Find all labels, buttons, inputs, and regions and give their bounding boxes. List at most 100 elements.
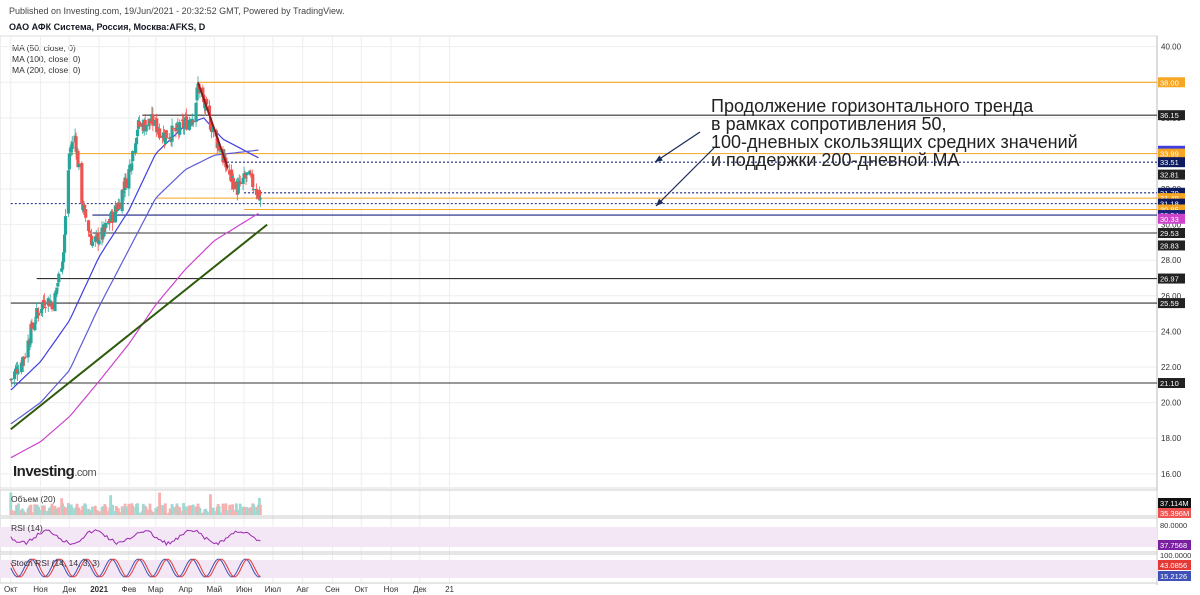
x-tick-label: 21 [445, 585, 454, 594]
candle-body [77, 163, 81, 168]
volume-bar [162, 507, 165, 515]
stoch-k-tag: 15.2126 [1160, 572, 1187, 581]
volume-bar [209, 494, 212, 515]
stoch-d-line [10, 558, 261, 578]
candle-body [187, 119, 191, 130]
volume-bar [91, 506, 94, 515]
annotation-arrow-support-head [656, 198, 664, 206]
price-tag-bg [1158, 110, 1185, 121]
candle-body [21, 357, 25, 366]
candle-body [83, 204, 87, 208]
resistance-trendline [197, 81, 229, 169]
volume-bar [97, 511, 101, 515]
candle-body [149, 121, 153, 123]
price-tag-bg [1158, 240, 1185, 251]
volume-pane [0, 489, 1158, 517]
volume-bar [210, 508, 213, 515]
candle-body [130, 163, 134, 171]
y-tick-label: 28.00 [1161, 256, 1182, 265]
rsi-line [10, 529, 261, 546]
ma200-legend: MA (200, close, 0) [12, 65, 81, 75]
price-tag-label: 25.59 [1160, 299, 1179, 308]
price-tag-label: 21.10 [1160, 379, 1179, 388]
candle-body [16, 372, 21, 374]
candle-body [244, 177, 248, 179]
candle-body [122, 191, 126, 193]
volume-bar [29, 504, 33, 515]
candle-body [97, 240, 101, 245]
candle-body [143, 120, 147, 131]
price-tag-bg [1158, 193, 1185, 204]
candle-body [170, 125, 174, 142]
stoch-k-line [10, 558, 261, 578]
y-tick-label: 22.00 [1161, 363, 1182, 372]
candle-body [137, 121, 142, 127]
volume-bar [189, 505, 193, 515]
price-tag-label: 32.81 [1160, 171, 1179, 180]
price-tag-label: 38.00 [1160, 78, 1179, 87]
candle-body [218, 151, 222, 153]
price-tag-bg [1158, 298, 1185, 309]
volume-bar [171, 506, 175, 515]
candle-body [35, 308, 39, 319]
candle-body [87, 230, 92, 233]
y-tick-label: 16.00 [1161, 470, 1182, 479]
price-tag-bg [1158, 157, 1185, 168]
annotation-arrow-support [655, 147, 715, 207]
price-tag-bg [1158, 169, 1185, 180]
candle-body [60, 268, 64, 272]
volume-bar [138, 512, 141, 515]
x-tick-label: Дек [63, 585, 77, 594]
volume-bar [224, 503, 228, 515]
y-tick-label: 20.00 [1161, 399, 1182, 408]
volume-bar [43, 510, 47, 515]
volume-bar [23, 512, 27, 515]
volume-bar [252, 504, 256, 515]
volume-bar [218, 512, 222, 515]
candle-body [67, 153, 71, 170]
candle-body [74, 136, 78, 152]
candle-body [134, 137, 139, 145]
published-caption: Published on Investing.com, 19/Jun/2021 … [9, 6, 345, 16]
candle-body [114, 207, 118, 210]
volume-bar [245, 507, 249, 515]
price-tag-label: 29.53 [1160, 229, 1179, 238]
volume-tag-2: 35.396M [1160, 509, 1189, 518]
candle-body [13, 371, 17, 380]
candle-body [62, 234, 67, 253]
candle-body [188, 120, 192, 122]
candle-body [241, 177, 245, 184]
price-tag-label: 26.97 [1160, 275, 1179, 284]
stoch-rsi-pane-label: Stoch RSI (14, 14, 3, 3) [11, 558, 100, 568]
x-tick-label: Ноя [384, 585, 399, 594]
candle-body [171, 128, 175, 130]
volume-bar [144, 507, 148, 515]
candle-body [66, 170, 70, 214]
annotation-line-4: и поддержки 200-дневной МА [711, 150, 960, 170]
candle-body [63, 216, 68, 235]
price-tag-label: 36.15 [1160, 111, 1179, 120]
logo-suffix: .com [74, 467, 97, 479]
rsi-band [0, 527, 1157, 547]
rsi-level-tag-bg [1158, 520, 1191, 530]
candle-body [217, 145, 221, 151]
price-tag-label: 31.18 [1160, 200, 1179, 209]
candle-body [29, 324, 33, 344]
price-tag-label: 30.33 [1160, 215, 1179, 224]
volume-bar [194, 506, 198, 515]
candle-body [90, 241, 94, 247]
volume-bar [163, 503, 167, 515]
volume-bar [93, 505, 97, 515]
annotation-arrow-ma [654, 131, 701, 163]
price-tag-label: 30.85 [1160, 206, 1179, 215]
candle-body [69, 148, 73, 153]
candle-body [53, 293, 57, 312]
candle-body [144, 125, 148, 132]
x-tick-label: 2021 [90, 585, 108, 594]
candle-body [191, 120, 195, 123]
volume-bar [50, 503, 54, 515]
volume-bar [127, 503, 131, 515]
candle-body [148, 118, 152, 124]
price-tag-bg [1158, 198, 1185, 209]
